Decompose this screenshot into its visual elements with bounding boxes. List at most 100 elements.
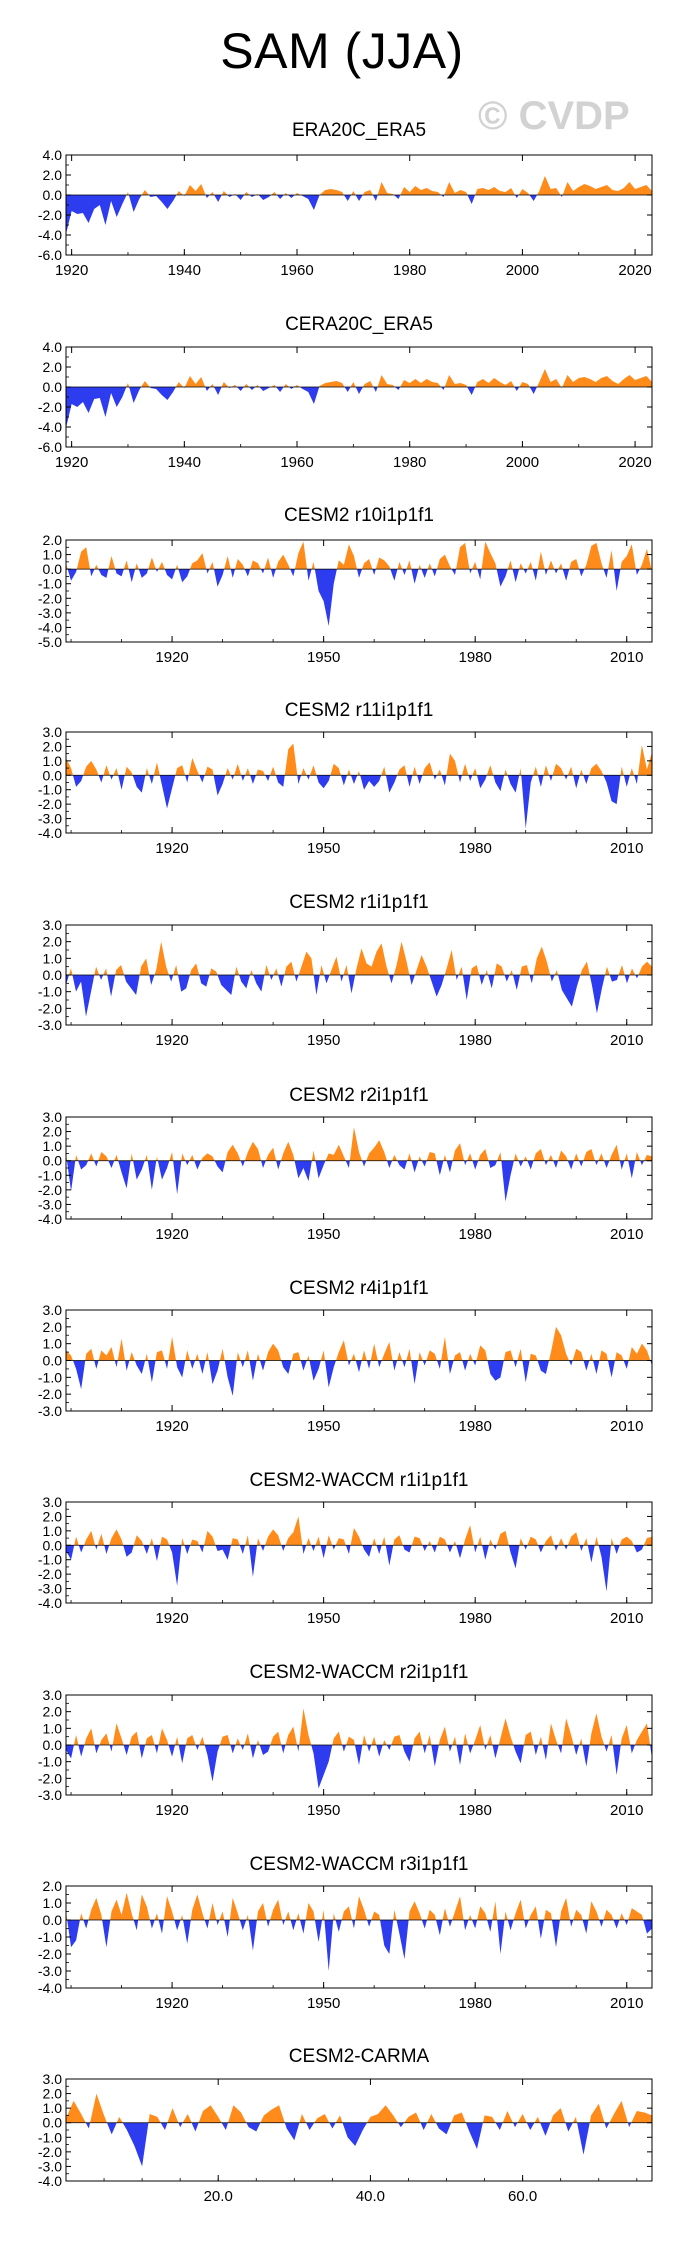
x-tick-label: 2000 [506,454,539,471]
negative-area [72,1360,652,1396]
panel-title: CESM2-WACCM r1i1p1f1 [250,1470,469,1491]
y-tick-label: 2.0 [43,1508,63,1524]
y-tick-label: 3.0 [43,1494,63,1510]
y-tick-label: -2.0 [38,1000,62,1016]
x-tick-label: 2020 [618,454,651,471]
x-tick-label: 1920 [155,1995,188,2012]
y-tick-label: -6.0 [38,247,62,263]
x-tick-label: 1950 [307,1802,340,1819]
negative-area [67,1920,652,1971]
negative-area [66,1545,644,1592]
y-tick-label: 2.0 [43,1319,63,1335]
plot-frame [65,154,653,256]
panel-title: CESM2 r1i1p1f1 [289,892,428,913]
x-tick-label: 2010 [610,1226,643,1243]
y-tick-label: -2.0 [38,1566,62,1582]
positive-area [126,369,653,387]
sam-panel-6: CESM2 r2i1p1f1 3.02.01.00.0-1.0-2.0-3.0-4… [38,1085,653,1243]
x-tick-label: 1980 [459,1418,492,1435]
y-tick-label: 1.0 [43,547,63,563]
y-tick-label: -1.0 [38,984,62,1000]
y-tick-label: 1.0 [43,1336,63,1352]
y-tick-label: 0.0 [43,561,63,577]
y-tick-label: -2.0 [38,590,62,606]
panel-title: CESM2 r11i1p1f1 [285,700,434,721]
panel-title: CESM2 r10i1p1f1 [284,505,434,526]
panel-title: CESM2-WACCM r3i1p1f1 [250,1854,469,1875]
y-tick-label: 2.0 [43,934,63,950]
panel-title: CESM2-CARMA [289,2046,430,2067]
panel-title: CESM2-WACCM r2i1p1f1 [250,1662,469,1683]
sam-panel-8: CESM2-WACCM r1i1p1f1 3.02.01.00.0-1.0-2.0… [38,1470,653,1627]
y-tick-label: -1.0 [38,1552,62,1568]
y-tick-label: -4.0 [38,1980,62,1996]
negative-area [66,975,639,1017]
y-tick-label: -2.0 [38,2144,62,2160]
y-tick-label: 3.0 [43,2071,63,2087]
x-tick-label: 1920 [155,1802,188,1819]
y-tick-label: 2.0 [43,532,63,548]
plot-frame [65,346,653,448]
y-tick-label: -4.0 [38,2173,62,2189]
y-tick-label: -2.0 [38,1946,62,1962]
x-tick-label: 1950 [307,1610,340,1627]
y-tick-label: 2.0 [43,359,63,375]
positive-area [126,176,652,195]
x-tick-label: 1920 [155,1418,188,1435]
y-tick-label: -2.0 [38,399,62,415]
y-tick-label: -4.0 [38,227,62,243]
y-tick-label: -3.0 [38,811,62,827]
y-tick-label: 0.0 [43,767,63,783]
x-tick-label: 2010 [610,840,643,857]
positive-area [66,1127,652,1161]
x-tick-label: 1980 [459,1610,492,1627]
figure-title: SAM (JJA) [220,23,464,79]
panel-title: ERA20C_ERA5 [292,120,426,141]
x-tick-label: 1980 [459,1995,492,2012]
y-tick-label: 2.0 [43,1124,63,1140]
y-tick-label: -5.0 [38,634,62,650]
y-tick-label: 3.0 [43,1687,63,1703]
sam-panel-9: CESM2-WACCM r2i1p1f1 3.02.01.00.0-1.0-2.0… [38,1662,653,1819]
y-tick-label: -1.0 [38,1929,62,1945]
y-tick-label: 0.0 [43,967,63,983]
x-tick-label: 1920 [55,454,88,471]
positive-area [66,541,652,570]
sam-panel-5: CESM2 r1i1p1f1 3.02.01.00.0-1.0-2.0-3.0 19… [38,892,653,1049]
y-tick-label: 4.0 [43,339,63,355]
x-tick-label: 2010 [610,1418,643,1435]
y-tick-label: 1.0 [43,1523,63,1539]
y-tick-label: -1.0 [38,1167,62,1183]
x-tick-label: 1920 [155,1610,188,1627]
y-tick-label: -1.0 [38,1369,62,1385]
y-tick-label: 1.0 [43,1138,63,1154]
y-tick-label: 0.0 [43,1153,63,1169]
plot-frame [65,731,653,834]
y-tick-label: -1.0 [38,2129,62,2145]
x-tick-label: 2010 [610,1032,643,1049]
negative-area [85,2122,632,2167]
x-tick-label: 1950 [307,1995,340,2012]
y-tick-label: -1.0 [38,782,62,798]
y-tick-label: -4.0 [38,419,62,435]
y-tick-label: -4.0 [38,619,62,635]
y-tick-label: -2.0 [38,796,62,812]
y-tick-label: 3.0 [43,1302,63,1318]
x-tick-label: 1980 [459,1226,492,1243]
negative-area [66,1745,652,1789]
y-tick-label: -3.0 [38,1196,62,1212]
x-tick-label: 1950 [307,840,340,857]
x-tick-label: 1940 [168,262,201,279]
x-tick-label: 2010 [610,1995,643,2012]
y-tick-label: -6.0 [38,439,62,455]
positive-area [66,1892,644,1920]
negative-area [66,1160,645,1202]
x-tick-label: 2000 [506,262,539,279]
positive-area [69,941,652,975]
y-tick-label: -2.0 [38,207,62,223]
panel-title: CESM2 r2i1p1f1 [289,1085,428,1106]
x-tick-label: 2010 [610,1610,643,1627]
y-tick-label: 1.0 [43,1895,63,1911]
x-tick-label: 1920 [155,1032,188,1049]
